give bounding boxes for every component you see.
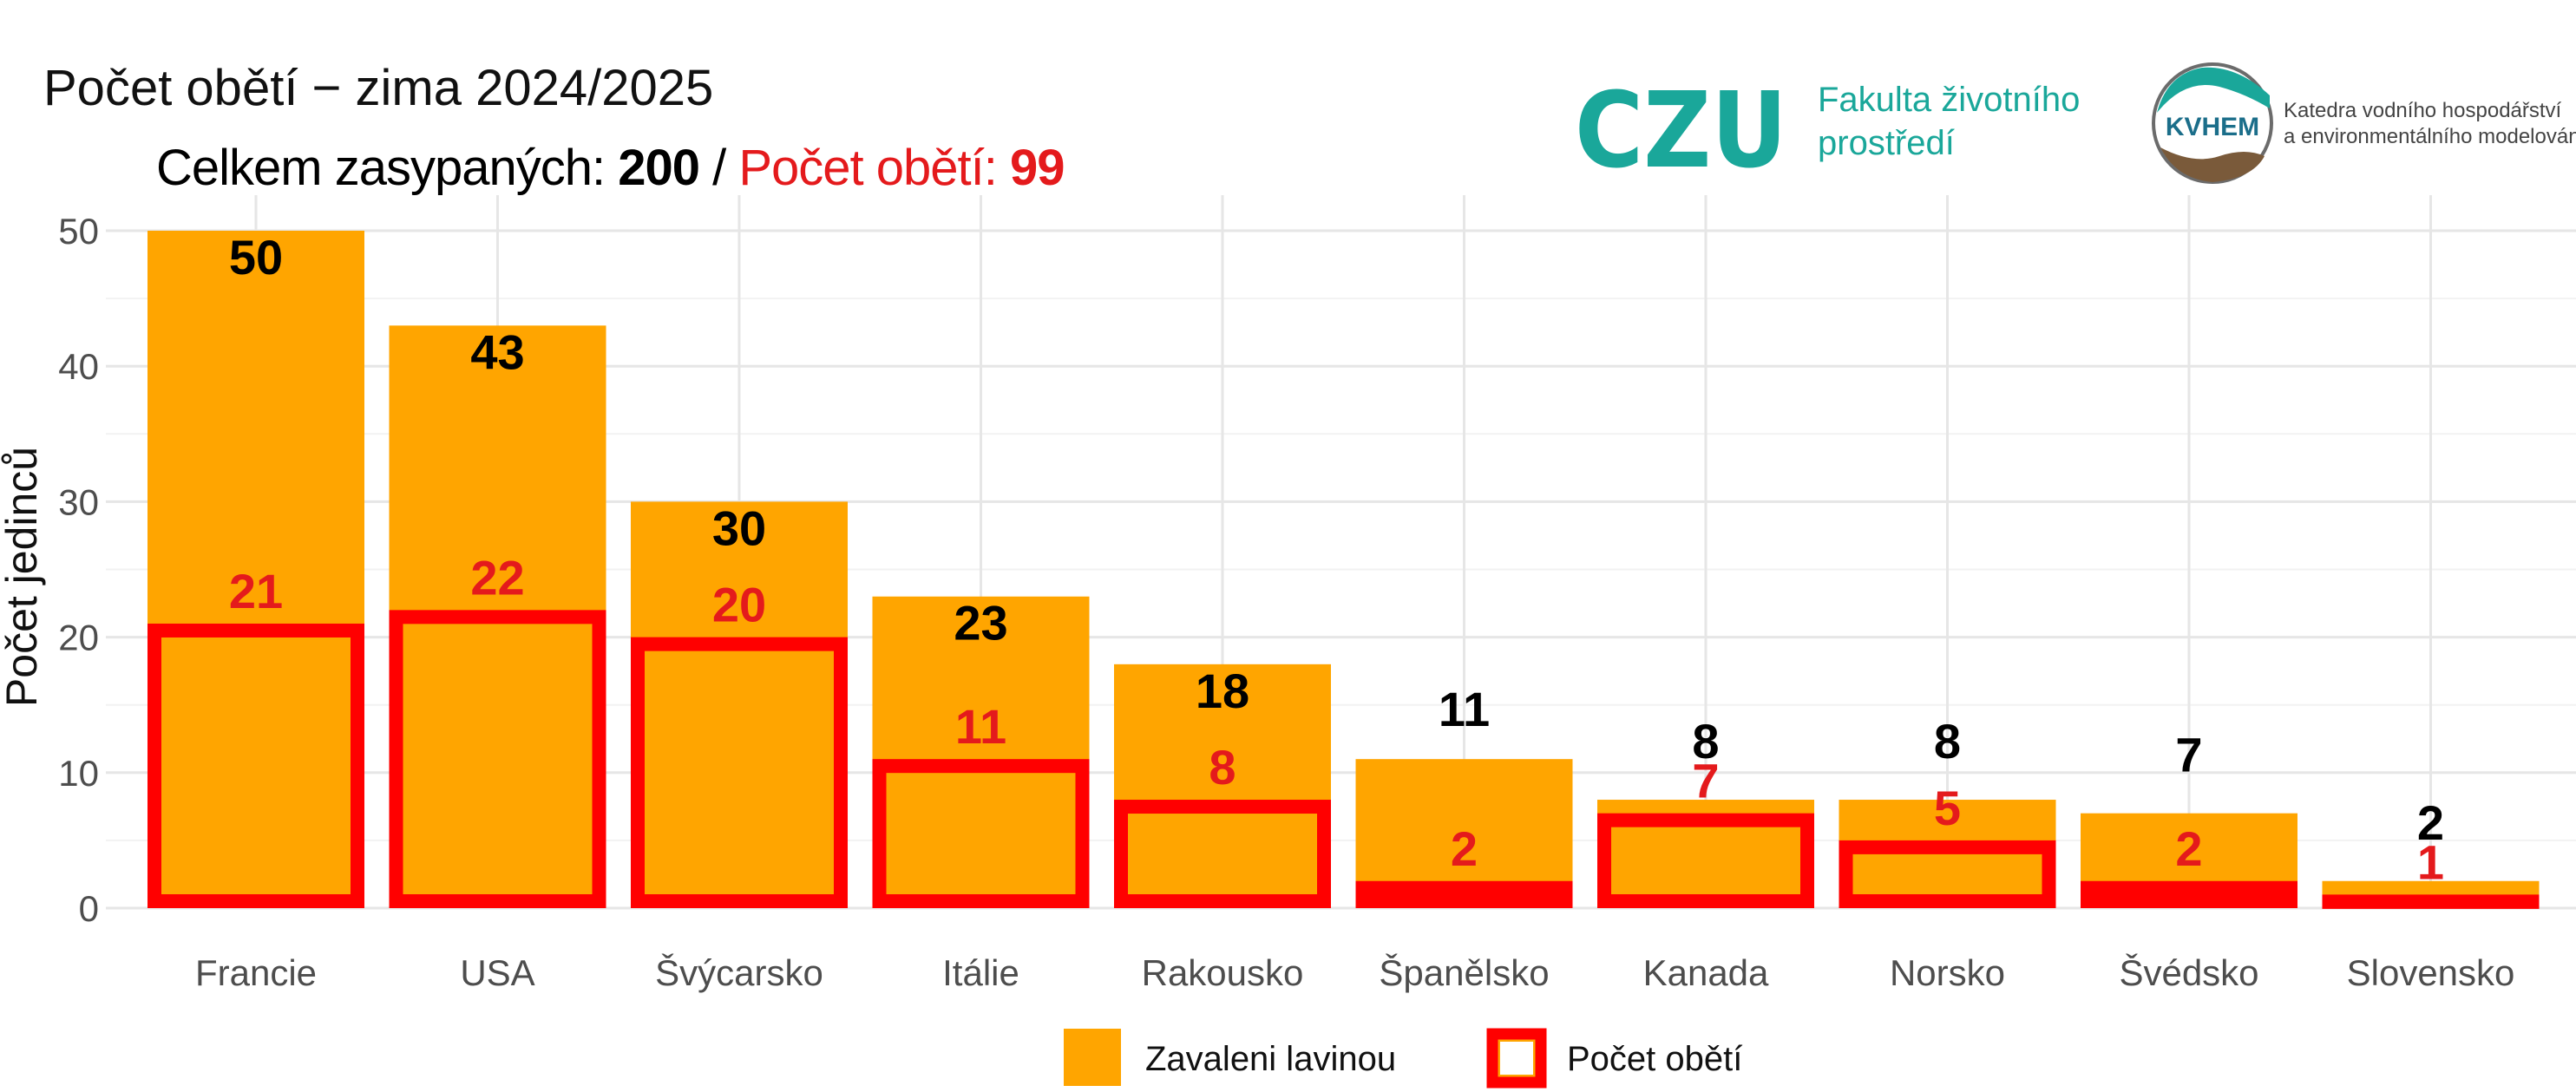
chart-subtitle: Celkem zasypaných: 200 / Počet obětí: 99: [156, 139, 1065, 197]
x-axis: Francie USA Švýcarsko Itálie Rakousko Španěls…: [195, 952, 2514, 993]
legend-swatch-buried: [1064, 1029, 1121, 1086]
kvhem-line1: Katedra vodního hospodářství: [2284, 99, 2562, 122]
bar-buried: [872, 596, 1090, 908]
value-label-deaths: 2: [2175, 821, 2202, 876]
value-label-deaths: 7: [1692, 754, 1719, 808]
bar-deaths: [1355, 880, 1573, 909]
bar-deaths: [872, 759, 1090, 908]
legend-label-buried: Zavaleni lavinou: [1145, 1040, 1396, 1078]
czu-logo-mark: CZU: [1575, 71, 1787, 178]
value-label-buried: 18: [1196, 664, 1249, 718]
legend-swatch-deaths-inner: [1500, 1042, 1533, 1075]
value-label-deaths: 11: [955, 699, 1006, 754]
value-label-buried: 8: [1934, 714, 1961, 768]
kvhem-department-name: Katedra vodního hospodářství a environme…: [2284, 98, 2576, 150]
kvhem-line2: a environmentálního modelování: [2284, 125, 2576, 148]
czu-faculty-line1: Fakulta životního: [1818, 81, 2081, 119]
bar-buried: [1114, 664, 1331, 908]
bar-deaths: [147, 623, 364, 908]
x-tick-label: Rakousko: [1142, 952, 1304, 993]
value-label-buried: 30: [712, 500, 766, 555]
y-axis: 0 10 20 30 40 50: [58, 211, 99, 929]
deaths-label: Počet obětí:: [738, 140, 1011, 196]
y-tick-label: 40: [58, 346, 99, 387]
y-tick-label: 10: [58, 753, 99, 794]
x-tick-label: Kanada: [1643, 952, 1769, 993]
total-label: Celkem zasypaných:: [156, 140, 619, 196]
bar-deaths: [1114, 800, 1331, 908]
czu-logo: CZU: [1575, 71, 1787, 178]
bar-deaths: [389, 610, 606, 908]
value-label-buried: 7: [2175, 728, 2202, 782]
x-tick-label: USA: [460, 952, 534, 993]
x-tick-label: Švédsko: [2119, 952, 2258, 993]
value-label-buried: 2: [2417, 795, 2444, 850]
x-tick-label: Itálie: [942, 952, 1019, 993]
total-value: 200: [618, 140, 700, 196]
subtitle-separator: /: [699, 140, 739, 196]
bar-deaths: [631, 637, 848, 908]
bar-deaths: [2081, 880, 2297, 909]
x-tick-label: Slovensko: [2347, 952, 2515, 993]
bar-deaths: [1597, 813, 1814, 908]
value-label-deaths: 21: [229, 564, 283, 618]
chart-title: Počet obětí − zima 2024/2025: [43, 60, 714, 116]
y-tick-label: 0: [79, 888, 99, 929]
value-label-deaths: 8: [1209, 740, 1236, 794]
x-tick-label: Španělsko: [1379, 952, 1549, 993]
kvhem-logo-mark: KVHEM: [2166, 113, 2259, 141]
value-label-deaths: 20: [712, 578, 766, 632]
value-label-deaths: 2: [1451, 821, 1478, 876]
value-label-buried: 8: [1692, 714, 1719, 768]
bar-buried: [147, 231, 364, 908]
x-tick-label: Francie: [195, 952, 317, 993]
bar-deaths: [1839, 840, 2056, 909]
y-tick-label: 30: [58, 481, 99, 522]
bar-buried: [631, 501, 848, 908]
y-tick-label: 50: [58, 211, 99, 252]
value-label-buried: 43: [470, 324, 524, 379]
x-tick-label: Švýcarsko: [655, 952, 823, 993]
value-label-deaths: 1: [2417, 834, 2444, 889]
y-tick-label: 20: [58, 618, 99, 658]
value-label-buried: 11: [1439, 682, 1490, 736]
x-tick-label: Norsko: [1890, 952, 2005, 993]
czu-faculty-name: Fakulta životního prostředí: [1818, 78, 2080, 165]
y-axis-label: Počet jedinců: [0, 447, 46, 707]
czu-faculty-line2: prostředí: [1818, 124, 1955, 162]
value-label-buried: 23: [954, 596, 1007, 651]
value-label-deaths: 22: [470, 550, 524, 605]
kvhem-logo: KVHEM: [2152, 62, 2273, 184]
value-label-buried: 50: [229, 230, 283, 284]
legend-label-deaths: Počet obětí: [1567, 1040, 1742, 1078]
value-label-deaths: 5: [1934, 781, 1961, 835]
bar-deaths: [2322, 894, 2540, 909]
legend: Zavaleni lavinou Počet obětí: [1064, 1028, 1742, 1089]
deaths-value: 99: [1010, 140, 1065, 196]
